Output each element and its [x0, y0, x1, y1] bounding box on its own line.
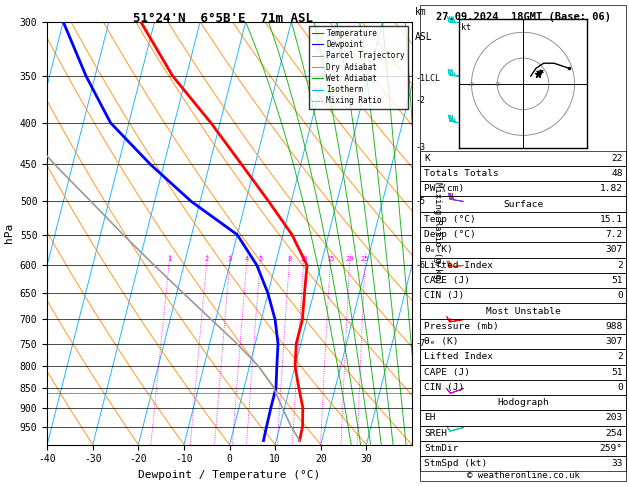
Text: 2: 2	[617, 260, 623, 270]
Text: 20: 20	[468, 83, 475, 87]
Text: 2: 2	[205, 257, 209, 262]
Text: EH: EH	[424, 414, 435, 422]
Text: -6: -6	[415, 261, 425, 270]
Text: -2: -2	[415, 96, 425, 105]
Text: 307: 307	[606, 337, 623, 346]
Text: 307: 307	[606, 245, 623, 255]
Text: 20: 20	[345, 257, 354, 262]
Text: -1LCL: -1LCL	[415, 74, 440, 84]
Text: 51: 51	[611, 276, 623, 285]
Text: -7: -7	[415, 339, 425, 348]
Text: 25: 25	[361, 257, 369, 262]
Text: K: K	[424, 154, 430, 163]
Y-axis label: hPa: hPa	[4, 223, 14, 243]
Text: 22: 22	[611, 154, 623, 163]
Text: StmSpd (kt): StmSpd (kt)	[424, 459, 487, 469]
Text: SREH: SREH	[424, 429, 447, 438]
Text: 988: 988	[606, 322, 623, 331]
Text: Surface: Surface	[503, 200, 543, 208]
Text: Lifted Index: Lifted Index	[424, 352, 493, 362]
Text: 4: 4	[245, 257, 249, 262]
Text: 2: 2	[617, 352, 623, 362]
Text: 254: 254	[606, 429, 623, 438]
Text: CIN (J): CIN (J)	[424, 291, 464, 300]
Text: θₑ(K): θₑ(K)	[424, 245, 453, 255]
Text: 10: 10	[494, 83, 501, 87]
Text: 3: 3	[228, 257, 232, 262]
Text: 51: 51	[611, 367, 623, 377]
Text: 259°: 259°	[599, 444, 623, 453]
Text: 8: 8	[287, 257, 292, 262]
X-axis label: Dewpoint / Temperature (°C): Dewpoint / Temperature (°C)	[138, 470, 321, 480]
Text: CAPE (J): CAPE (J)	[424, 367, 470, 377]
Text: θₑ (K): θₑ (K)	[424, 337, 459, 346]
Text: 5: 5	[259, 257, 262, 262]
Text: 1: 1	[167, 257, 172, 262]
Text: 1.82: 1.82	[599, 184, 623, 193]
Text: 15: 15	[326, 257, 335, 262]
Text: 33: 33	[611, 459, 623, 469]
Text: 27.09.2024  18GMT (Base: 06): 27.09.2024 18GMT (Base: 06)	[435, 12, 611, 22]
Text: Temp (°C): Temp (°C)	[424, 215, 476, 224]
Text: Most Unstable: Most Unstable	[486, 307, 560, 315]
Text: StmDir: StmDir	[424, 444, 459, 453]
Text: PW (cm): PW (cm)	[424, 184, 464, 193]
Text: 0: 0	[617, 291, 623, 300]
Text: 203: 203	[606, 414, 623, 422]
Text: kt: kt	[461, 23, 471, 32]
Text: 48: 48	[611, 169, 623, 178]
Text: Dewp (°C): Dewp (°C)	[424, 230, 476, 239]
Text: Mixing Ratio (g/kg): Mixing Ratio (g/kg)	[433, 182, 442, 284]
Text: -3: -3	[415, 142, 425, 152]
Text: ASL: ASL	[415, 32, 433, 42]
Text: 0: 0	[617, 383, 623, 392]
Text: Pressure (mb): Pressure (mb)	[424, 322, 499, 331]
Text: Hodograph: Hodograph	[497, 398, 549, 407]
Text: 10: 10	[299, 257, 308, 262]
Text: CIN (J): CIN (J)	[424, 383, 464, 392]
Text: 7.2: 7.2	[606, 230, 623, 239]
Text: 15.1: 15.1	[599, 215, 623, 224]
Text: -5: -5	[415, 197, 425, 206]
Text: CAPE (J): CAPE (J)	[424, 276, 470, 285]
Legend: Temperature, Dewpoint, Parcel Trajectory, Dry Adiabat, Wet Adiabat, Isotherm, Mi: Temperature, Dewpoint, Parcel Trajectory…	[309, 26, 408, 108]
Text: km: km	[415, 7, 427, 17]
Text: Totals Totals: Totals Totals	[424, 169, 499, 178]
Text: Lifted Index: Lifted Index	[424, 260, 493, 270]
Text: 51°24'N  6°5B'E  71m ASL: 51°24'N 6°5B'E 71m ASL	[133, 12, 313, 25]
Text: © weatheronline.co.uk: © weatheronline.co.uk	[467, 471, 579, 480]
